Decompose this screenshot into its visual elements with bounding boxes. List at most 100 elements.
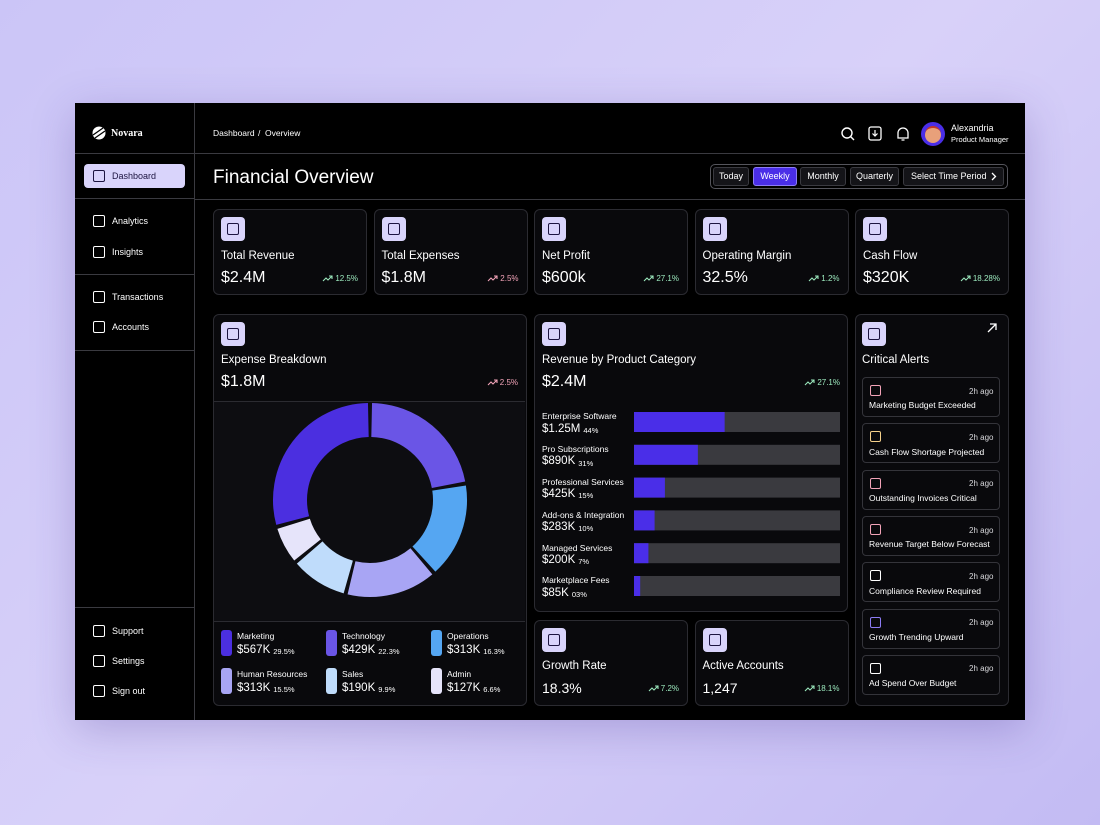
icon-glyph	[869, 223, 881, 235]
nav-icon	[93, 685, 105, 697]
alert-icon	[870, 477, 881, 489]
change-value: 18.28%	[972, 273, 1000, 283]
legend-amount: $313K	[237, 681, 271, 694]
chevron	[991, 172, 997, 181]
trend-arrow-line	[487, 275, 498, 282]
alert-item[interactable]	[862, 469, 1000, 510]
donut-segment	[277, 518, 322, 561]
breadcrumb-item[interactable]: Dashboard	[213, 128, 255, 139]
alert-item[interactable]	[862, 608, 1000, 649]
card-title: Critical Alerts	[862, 353, 930, 366]
divider	[75, 198, 195, 199]
alert-item[interactable]	[862, 377, 1000, 417]
trend-arrow	[960, 275, 971, 282]
trend-arrow	[804, 685, 815, 692]
period-button[interactable]: Today	[713, 167, 749, 186]
nav-icon	[93, 170, 105, 182]
change-value: 1.2%	[821, 273, 840, 283]
chevron-line	[991, 172, 997, 181]
bar	[634, 543, 649, 564]
trend-arrow-line	[322, 275, 333, 282]
bell-icon	[897, 127, 909, 141]
legend-share: 29.5%	[273, 646, 295, 656]
category-name: Add-ons & Integration	[542, 509, 625, 520]
alerts-card	[855, 314, 1009, 706]
alert-item[interactable]	[862, 515, 1000, 556]
alert-title: Growth Trending Upward	[869, 631, 964, 642]
nav-icon	[93, 625, 105, 637]
icon-glyph	[227, 328, 239, 340]
nav-item[interactable]: Insights	[112, 247, 144, 258]
trend-arrow-line	[808, 275, 819, 282]
alert-icon	[870, 570, 881, 582]
metric-title: Active Accounts	[702, 659, 784, 672]
kpi-value: 32.5%	[702, 269, 748, 287]
kpi-title: Cash Flow	[863, 249, 918, 262]
user-role: Product Manager	[951, 134, 1009, 144]
top-icons	[841, 126, 909, 141]
change-value: 2.5%	[499, 377, 518, 387]
nav-item[interactable]: Transactions	[112, 292, 164, 303]
kpi-title: Operating Margin	[702, 249, 792, 262]
alert-icon	[870, 523, 881, 535]
nav-item[interactable]: Analytics	[112, 216, 149, 227]
nav-icon	[93, 291, 105, 303]
category-share: 03%	[571, 589, 587, 599]
user-name: Alexandria	[951, 123, 994, 134]
legend-amount: $127K	[447, 681, 481, 694]
alert-item[interactable]	[862, 423, 1000, 464]
bar	[634, 510, 655, 531]
card-icon	[542, 217, 566, 241]
legend-share: 6.6%	[483, 684, 501, 694]
change-value: 7.2%	[660, 683, 679, 693]
icon-glyph	[548, 328, 560, 340]
alert-title: Cash Flow Shortage Projected	[869, 446, 985, 457]
alert-title: Ad Spend Over Budget	[869, 678, 957, 689]
alert-item[interactable]	[862, 654, 1000, 695]
kpi-title: Net Profit	[542, 249, 590, 262]
category-name: Professional Services	[542, 476, 624, 487]
card-title: Expense Breakdown	[221, 353, 327, 366]
period-group	[710, 164, 1008, 189]
legend-swatch	[221, 668, 232, 694]
change-value: 18.1%	[816, 683, 840, 693]
change-value: 27.1%	[656, 273, 679, 283]
search-icon-handle	[850, 136, 855, 141]
nav-item[interactable]: Sign out	[112, 686, 146, 697]
change-value: 2.5%	[500, 273, 519, 283]
alert-title: Compliance Review Required	[869, 585, 981, 596]
divider	[75, 274, 195, 275]
metric-value: 18.3%	[542, 680, 582, 697]
bar	[634, 412, 725, 432]
donut-segment	[273, 403, 370, 525]
period-button[interactable]: Quarterly	[850, 167, 899, 186]
download-icon-arrow	[872, 130, 878, 137]
icon-glyph	[708, 634, 721, 646]
divider	[75, 607, 195, 608]
trend-arrow	[643, 275, 654, 282]
bar	[634, 477, 665, 498]
nav-item[interactable]: Support	[112, 626, 144, 637]
alert-icon	[870, 616, 881, 628]
period-button[interactable]: Weekly	[753, 167, 797, 186]
trend-arrow	[322, 275, 333, 282]
category-name: Managed Services	[542, 542, 613, 553]
nav-item[interactable]: Accounts	[112, 322, 150, 333]
metric-title: Growth Rate	[542, 659, 607, 672]
trend-arrow-line	[643, 275, 654, 282]
nav-item[interactable]: Dashboard	[112, 171, 157, 182]
icon-glyph	[227, 223, 239, 235]
period-picker[interactable]: Select Time Period	[903, 167, 1004, 186]
divider	[75, 153, 1025, 154]
category-share: 15%	[578, 491, 594, 501]
nav-icon	[93, 246, 105, 258]
donut-segment	[370, 403, 466, 489]
nav-item[interactable]: Settings	[112, 656, 145, 667]
alert-item[interactable]	[862, 562, 1000, 603]
trend-arrow-head	[810, 685, 815, 689]
trend-arrow-head	[815, 275, 819, 279]
nav-icon	[93, 321, 105, 333]
period-button[interactable]: Monthly	[800, 167, 846, 186]
card-icon	[702, 628, 727, 652]
